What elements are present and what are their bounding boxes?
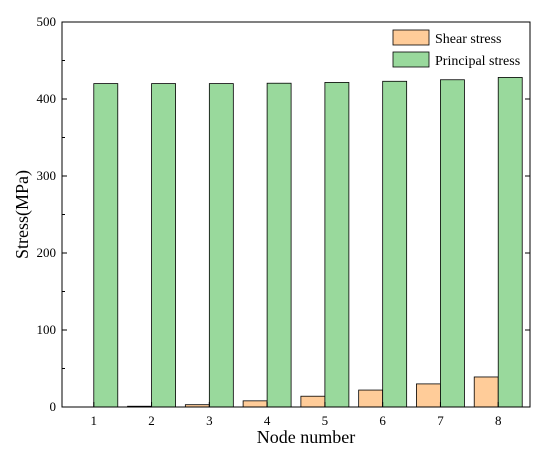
x-axis-ticks: 1 2 3 4 5 6 7 8 bbox=[91, 402, 502, 428]
legend-swatch-shear-stress bbox=[392, 29, 430, 46]
principal-stress-bar-4 bbox=[266, 82, 292, 408]
shear-stress-bar-6 bbox=[358, 389, 384, 408]
principal-stress-bar-7 bbox=[440, 79, 465, 408]
principal-stress-bar-5 bbox=[324, 82, 350, 408]
x-tick-label: 4 bbox=[264, 413, 271, 428]
legend: Shear stress Principal stress bbox=[392, 29, 520, 69]
shear-stress-bar-5 bbox=[300, 395, 326, 408]
shear-stress-bar-8 bbox=[473, 376, 499, 408]
y-axis-ticks: 0 100 200 300 400 500 bbox=[37, 14, 530, 414]
principal-stress-bar-6 bbox=[382, 80, 408, 408]
x-tick-label: 2 bbox=[148, 413, 155, 428]
x-tick-label: 5 bbox=[322, 413, 329, 428]
principal-stress-bar-8 bbox=[497, 77, 523, 408]
y-tick-label: 500 bbox=[37, 14, 57, 29]
y-tick-label: 100 bbox=[37, 322, 57, 337]
y-tick-label: 300 bbox=[37, 168, 57, 183]
y-axis-label: Stress(MPa) bbox=[12, 170, 33, 259]
y-tick-label: 200 bbox=[37, 245, 57, 260]
x-tick-label: 3 bbox=[206, 413, 213, 428]
legend-label-principal-stress: Principal stress bbox=[435, 54, 520, 69]
x-tick-label: 8 bbox=[495, 413, 502, 428]
shear-stress-bar-4 bbox=[242, 400, 268, 408]
legend-swatch-principal-stress bbox=[392, 51, 430, 68]
principal-stress-bar-3 bbox=[208, 83, 234, 408]
bars-layer bbox=[93, 77, 523, 408]
principal-stress-bar-2 bbox=[151, 83, 176, 408]
legend-label-shear-stress: Shear stress bbox=[435, 32, 502, 47]
x-axis-label: Node number bbox=[257, 427, 355, 447]
x-tick-label: 1 bbox=[91, 413, 98, 428]
x-tick-label: 6 bbox=[379, 413, 386, 428]
y-tick-label: 0 bbox=[50, 399, 57, 414]
principal-stress-bar-1 bbox=[93, 83, 119, 408]
shear-stress-bar-7 bbox=[416, 383, 441, 408]
y-tick-label: 400 bbox=[37, 91, 57, 106]
x-tick-label: 7 bbox=[437, 413, 444, 428]
